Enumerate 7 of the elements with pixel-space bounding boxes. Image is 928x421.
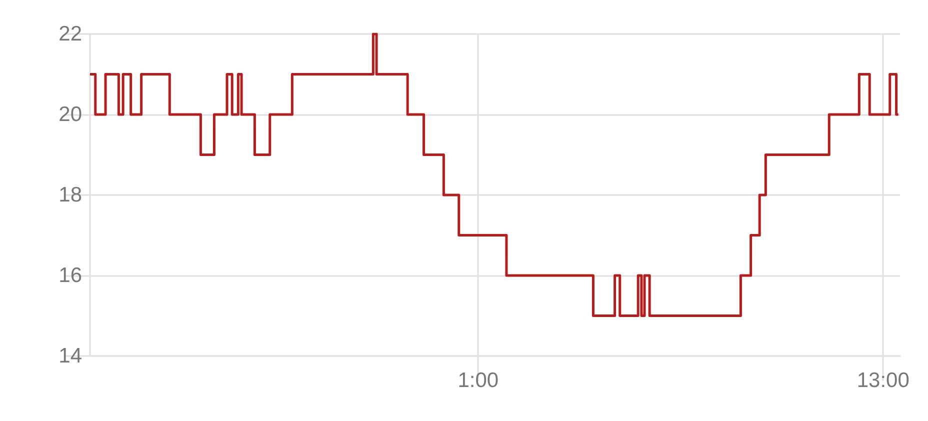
x-tick-label: 1:00 bbox=[458, 369, 499, 392]
y-tick-label: 22 bbox=[58, 22, 82, 46]
y-tick-label: 20 bbox=[58, 103, 82, 126]
x-tick-label: 13:00 bbox=[856, 369, 910, 392]
y-tick-label: 16 bbox=[58, 264, 82, 287]
y-tick-label: 18 bbox=[58, 184, 82, 206]
y-tick-label: 14 bbox=[58, 344, 82, 368]
